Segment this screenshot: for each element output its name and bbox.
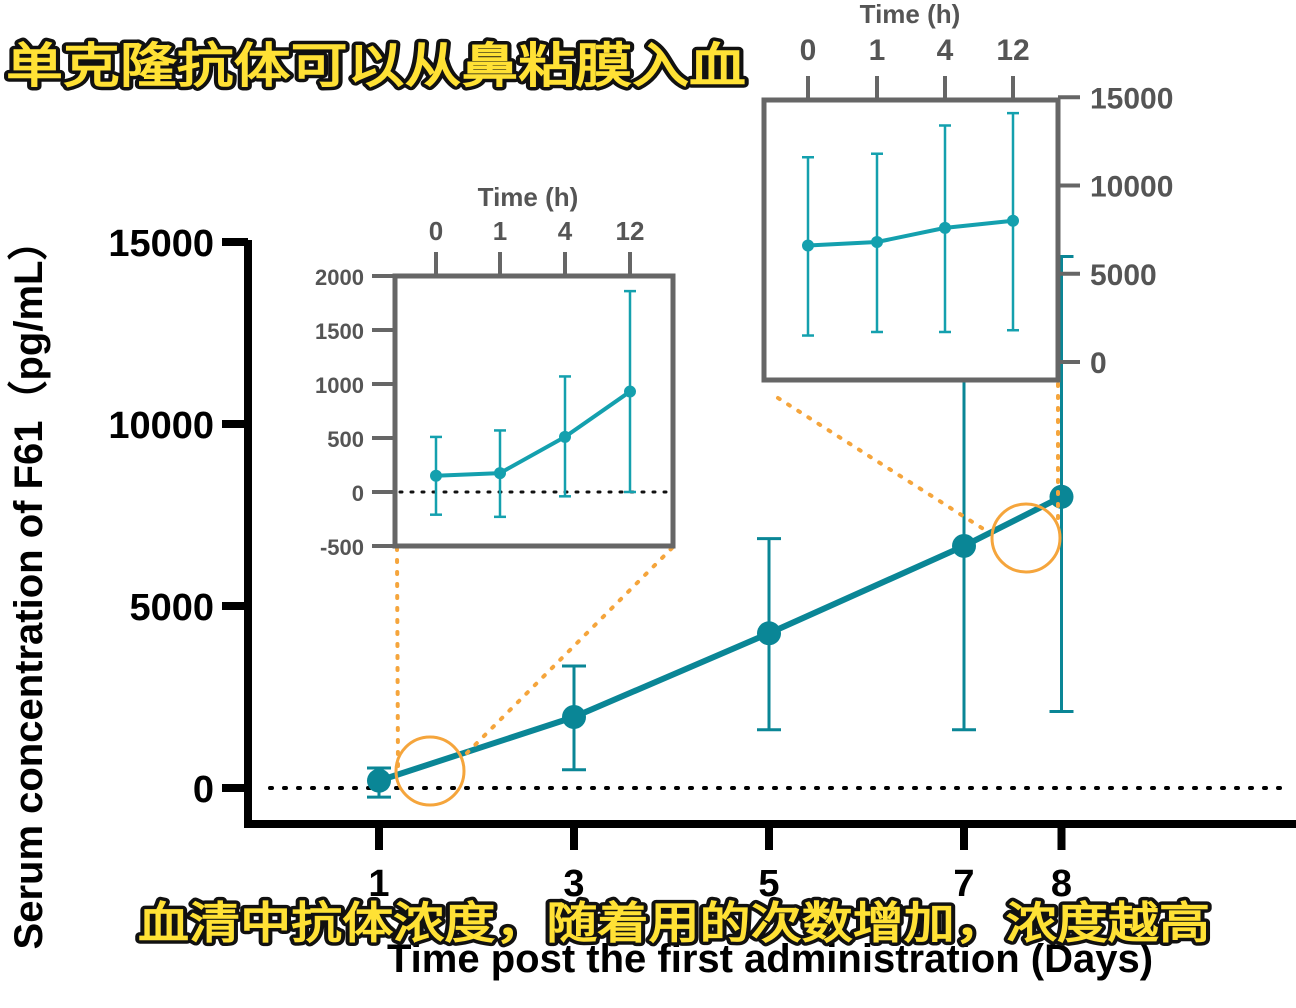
- inset-early-x-tick-label: 12: [616, 216, 645, 246]
- caption-top: 单克隆抗体可以从鼻粘膜入血: [6, 38, 746, 94]
- inset-late-series-polyline: [807, 218, 1014, 248]
- inset-late-x-tick-label: 12: [996, 34, 1029, 67]
- late-highlight-circle: [990, 502, 1062, 574]
- inset-early-data-point: [624, 385, 636, 398]
- inset-late-frame: [761, 97, 1061, 383]
- inset-early-data-point: [494, 467, 506, 480]
- late-connector-left: [776, 396, 987, 532]
- caption-bottom: 血清中抗体浓度，随着用的次数增加，浓度越高: [138, 898, 1210, 949]
- inset-late-data-point: [939, 221, 951, 234]
- inset-early-y-tick-label: 1500: [315, 319, 364, 344]
- inset-early-frame: [392, 273, 676, 549]
- inset-early-y-tick-label: 500: [327, 427, 364, 452]
- inset-early-data-point: [559, 430, 571, 443]
- inset-early-y-tick-label: 2000: [315, 265, 364, 290]
- inset-late-x-tick-label: 4: [937, 34, 954, 67]
- inset-late-plot: 15000 10000 5000 0 0 1 4 12 Time (h): [761, 0, 1173, 383]
- main-y-tick-label: 15000: [108, 223, 214, 265]
- early-connector-left: [395, 546, 400, 770]
- inset-late-data-points: [802, 214, 1019, 252]
- main-x-axis-title: Time post the first administration (Days…: [387, 937, 1153, 981]
- early-highlight-circle: [394, 735, 466, 807]
- main-data-point: [952, 533, 976, 558]
- inset-early-data-points: [430, 385, 636, 482]
- inset-late-x-axis-title: Time (h): [860, 0, 961, 29]
- inset-early-series-polyline: [435, 389, 632, 478]
- inset-early-y-tick-label: 1000: [315, 373, 364, 398]
- inset-early-data-point: [430, 469, 442, 482]
- main-data-points: [367, 484, 1074, 793]
- inset-late-y-tick-label: 0: [1090, 347, 1107, 380]
- main-error-bars: [367, 255, 1074, 799]
- main-y-tick-label: 0: [193, 769, 214, 811]
- inset-late-y-ticks: 15000 10000 5000 0: [1058, 82, 1173, 380]
- main-y-tick-label: 10000: [108, 405, 214, 447]
- inset-early-x-tick-label: 1: [493, 216, 507, 246]
- zoom-highlights: [394, 346, 1062, 807]
- inset-early-x-tick-label: 0: [429, 216, 443, 246]
- inset-late-y-tick-label: 15000: [1090, 82, 1173, 115]
- main-x-tick-label: 7: [953, 863, 974, 905]
- main-data-point: [367, 768, 391, 793]
- inset-late-series-line: [807, 218, 1014, 248]
- main-x-tick-label: 3: [563, 863, 584, 905]
- main-x-tick-label: 8: [1051, 863, 1072, 905]
- inset-late-x-ticks: 0 1 4 12: [800, 34, 1030, 100]
- main-data-point: [1049, 484, 1074, 509]
- inset-early-y-tick-label: 0: [352, 481, 364, 506]
- inset-early-y-tick-label: -500: [320, 535, 364, 560]
- main-y-axis-title: Serum concentration of F61（pg/mL）: [7, 221, 51, 950]
- main-y-ticks: 0 5000 10000 15000: [108, 223, 248, 811]
- inset-late-x-tick-label: 1: [869, 34, 886, 67]
- inset-late-data-point: [802, 239, 814, 252]
- main-data-point: [757, 621, 781, 646]
- main-y-tick-label: 5000: [129, 587, 214, 629]
- inset-late-background: [764, 100, 1058, 380]
- inset-early-x-axis-title: Time (h): [478, 182, 579, 212]
- inset-early-y-ticks: 2000 1500 1000 500 0 -500: [315, 265, 395, 560]
- inset-late-x-tick-label: 0: [800, 34, 817, 67]
- main-x-tick-label: 1: [368, 863, 389, 905]
- inset-early-plot: 2000 1500 1000 500 0 -500 0 1 4 12 Time (h): [315, 182, 676, 560]
- inset-late-data-point: [871, 235, 883, 248]
- inset-early-background: [395, 276, 673, 546]
- main-x-ticks: 1 3 5 7 8: [368, 824, 1072, 905]
- inset-early-x-ticks: 0 1 4 12: [429, 216, 645, 276]
- inset-early-series-line: [435, 389, 632, 478]
- inset-late-y-tick-label: 5000: [1090, 259, 1157, 292]
- early-connector-right: [458, 546, 674, 762]
- inset-late-y-tick-label: 10000: [1090, 171, 1173, 204]
- main-x-tick-label: 5: [758, 863, 779, 905]
- inset-early-x-tick-label: 4: [558, 216, 573, 246]
- inset-late-data-point: [1007, 214, 1019, 227]
- main-data-point: [562, 705, 586, 730]
